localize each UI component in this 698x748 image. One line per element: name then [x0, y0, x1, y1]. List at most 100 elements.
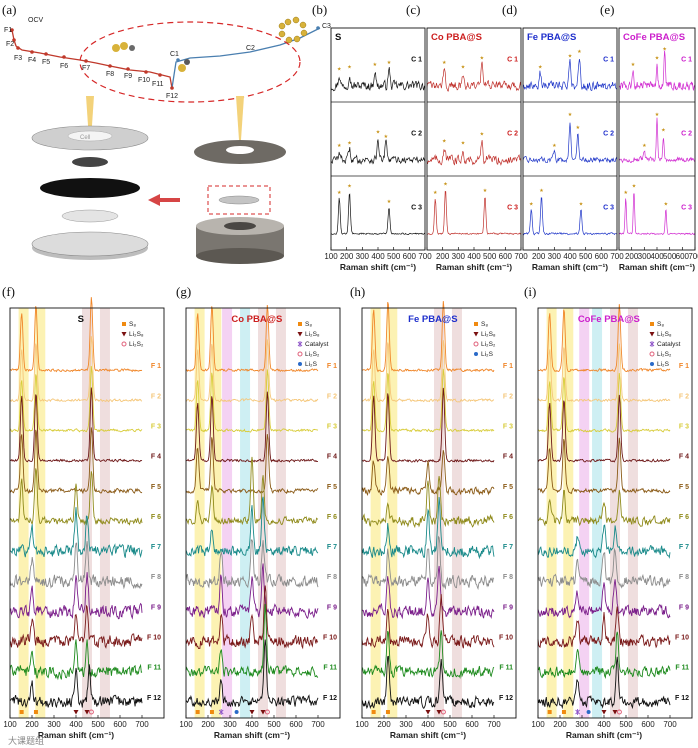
dot-f6 [62, 55, 66, 59]
f-label-3: F3 [14, 55, 22, 62]
series-line [330, 193, 426, 235]
series-label: F 2 [503, 393, 513, 400]
peak-marker-1 [385, 710, 390, 714]
series-label: F 4 [679, 454, 689, 461]
peak-marker-4 [440, 709, 446, 715]
peak-marker-2 [218, 709, 224, 715]
series-line [537, 437, 671, 495]
series-line [361, 496, 495, 560]
s8-atom-7 [278, 30, 286, 38]
tick-label: 500 [619, 720, 633, 729]
dot-c3 [316, 26, 320, 30]
chart-f: F 1 F 2 F 3 F 4 F 5 F 6 F 7 F 8 F 9 F 10 F 11 F 12 S… [3, 297, 165, 740]
tick-label: 700 [514, 252, 528, 261]
peak-marker-0-1: ★ [655, 56, 660, 62]
tick-label: 200 [377, 720, 391, 729]
chart-b-background [331, 28, 425, 250]
legend-symbol-2 [473, 341, 479, 347]
peak-marker-1-3: ★ [384, 134, 389, 140]
peak-marker-4 [249, 710, 255, 715]
series-label: F 6 [503, 514, 513, 521]
series-line [185, 496, 319, 557]
legend-symbol-3 [297, 351, 303, 357]
series-label: F 12 [147, 695, 161, 702]
series-label: F 9 [151, 604, 161, 611]
legend-label: Li₂S₈ [305, 331, 320, 338]
series-label: F 2 [327, 393, 337, 400]
series-label: C 2 [681, 130, 692, 137]
peak-marker-2-0: ★ [337, 190, 342, 196]
series-line [426, 139, 522, 166]
series-label: F 10 [675, 635, 689, 642]
s8-atom-8 [278, 22, 286, 30]
tick-label: 500 [267, 720, 281, 729]
series-line [9, 541, 143, 590]
s8-atom-3 [299, 21, 307, 29]
series-label: F 8 [151, 574, 161, 581]
series-line [361, 535, 495, 591]
tick-label: 500 [387, 252, 401, 261]
x-axis-label: Raman shift (cm⁻¹) [619, 262, 695, 272]
series-line [9, 572, 143, 620]
f-label-6: F6 [60, 63, 68, 70]
series-line [185, 304, 319, 373]
tick-label: 700 [135, 720, 149, 729]
peak-marker-2-1: ★ [443, 181, 448, 187]
series-line [185, 456, 319, 526]
peak-marker-2 [425, 710, 431, 715]
legend-symbol-3 [474, 352, 478, 356]
peak-marker-6 [616, 709, 622, 715]
cell-cap-window [67, 130, 113, 142]
s8-atom-5 [293, 35, 301, 43]
series-label: F 7 [679, 544, 689, 551]
series-label: F 11 [323, 665, 337, 672]
series-label: F 5 [503, 484, 513, 491]
series-label: F 3 [151, 423, 161, 430]
series-line [185, 563, 319, 620]
series-label: F 1 [503, 363, 513, 370]
laser-beam-right [236, 96, 244, 140]
series-label: F 5 [679, 484, 689, 491]
tick-label: 400 [563, 252, 577, 261]
chart-h-band-3 [451, 308, 462, 718]
chart-g-frame [185, 307, 341, 719]
series-label: C 3 [507, 204, 518, 211]
cell-cap-text: Cell [80, 135, 90, 141]
chart-title: Fe PBA@S [527, 32, 576, 43]
series-label: F 4 [503, 454, 513, 461]
inset-highlight-box [207, 185, 271, 215]
legend-symbol-0 [474, 322, 478, 326]
chart-c-background [427, 28, 521, 250]
tick-label: 600 [403, 252, 417, 261]
legend-symbol-2 [649, 341, 655, 347]
series-label: F 1 [327, 363, 337, 370]
peak-marker-2-2: ★ [387, 199, 392, 205]
peak-marker-1-0: ★ [337, 143, 342, 149]
peak-marker-6 [264, 709, 270, 715]
holder-ring-hole [226, 146, 254, 154]
series-label: F 6 [151, 514, 161, 521]
series-label: C 1 [603, 56, 614, 63]
series-label: F 8 [679, 574, 689, 581]
dot-f12 [170, 86, 174, 90]
series-label: F 12 [323, 695, 337, 702]
series-line [537, 304, 671, 373]
chart-title: CoFe PBA@S [623, 32, 685, 43]
chart-h-band-0 [370, 308, 381, 718]
tick-label: 400 [650, 252, 664, 261]
peak-marker-1-1: ★ [347, 141, 352, 147]
series-label: F 10 [147, 635, 161, 642]
chart-i-band-4 [610, 308, 620, 718]
series-line [361, 450, 495, 497]
peak-marker-2-2: ★ [664, 201, 669, 207]
series-line [361, 301, 495, 373]
chart-title: Co PBA@S [431, 32, 482, 43]
legend-label: Catalyst [305, 341, 329, 348]
peak-marker-1 [561, 710, 566, 714]
peak-marker-3 [84, 710, 90, 715]
peak-marker-0 [19, 710, 24, 714]
inset-disc [218, 195, 260, 205]
series-line [185, 603, 319, 678]
